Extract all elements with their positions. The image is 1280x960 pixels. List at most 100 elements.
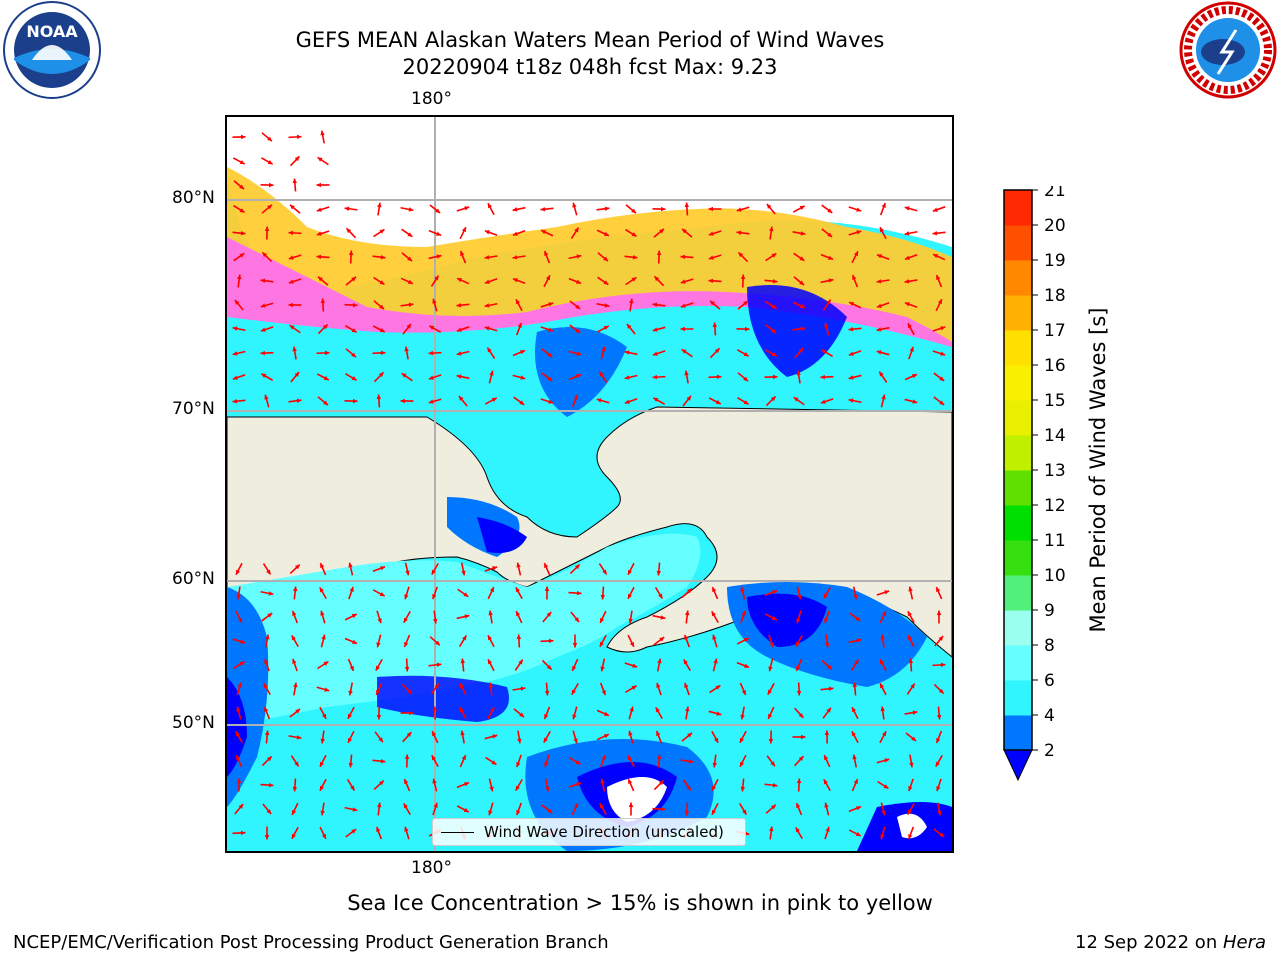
colorbar-tick-label: 11 — [1044, 531, 1066, 551]
wind-wave-arrowhead — [939, 376, 945, 381]
wind-wave-arrowhead — [379, 327, 385, 332]
wind-wave-arrowhead — [657, 658, 662, 664]
footer-host: Hera — [1222, 932, 1266, 953]
sea-ice-note: Sea Ice Concentration > 15% is shown in … — [347, 891, 933, 915]
wind-wave-arrowhead — [379, 280, 385, 285]
wind-wave-arrowhead — [740, 586, 745, 592]
wind-wave-arrowhead — [628, 730, 633, 736]
wind-wave-arrowhead — [825, 826, 830, 832]
wind-wave-arrowhead — [624, 375, 630, 380]
wind-wave-arrowhead — [461, 227, 466, 233]
wind-wave-arrowhead — [828, 278, 834, 283]
wind-wave-arrowhead — [600, 778, 605, 784]
wind-wave-arrowhead — [823, 593, 828, 599]
wind-wave-arrowhead — [541, 230, 547, 235]
wind-wave-arrowhead — [712, 587, 717, 593]
wind-wave-arrowhead — [848, 375, 854, 380]
wind-wave-arrowhead — [321, 634, 326, 640]
wind-wave-arrowhead — [292, 610, 297, 616]
wind-wave-arrowhead — [856, 207, 862, 212]
wind-wave-arrowhead — [652, 302, 658, 307]
wind-wave-arrowhead — [348, 250, 354, 256]
wind-wave-arrowhead — [351, 829, 357, 834]
wind-wave-arrowhead — [292, 586, 298, 592]
wind-wave-arrowhead — [376, 802, 382, 808]
colorbar-tick-label: 21 — [1044, 186, 1066, 201]
wind-wave-arrowhead — [457, 278, 463, 283]
wind-wave-arrowhead — [658, 780, 664, 786]
wind-wave-arrowhead — [682, 228, 687, 234]
wind-wave-arrowhead — [656, 250, 662, 256]
wind-wave-arrowhead — [935, 761, 940, 767]
wind-wave-arrowhead — [907, 323, 913, 329]
wind-wave-arrowhead — [348, 690, 353, 696]
wind-wave-arrowhead — [797, 594, 802, 600]
wind-wave-arrowhead — [352, 302, 358, 308]
wind-wave-arrowhead — [876, 279, 882, 284]
wind-wave-arrowhead — [288, 279, 294, 284]
wind-wave-arrowhead — [660, 615, 666, 620]
wind-wave-arrowhead — [574, 617, 580, 623]
wind-wave-arrowhead — [572, 665, 577, 671]
colorbar-segment — [1004, 610, 1032, 646]
wind-wave-arrowhead — [911, 736, 917, 742]
wind-wave-arrowhead — [714, 348, 720, 354]
wind-wave-arrowhead — [880, 227, 885, 233]
wind-wave-arrowhead — [821, 349, 827, 354]
wind-wave-arrowhead — [766, 203, 772, 209]
wind-wave-arrowhead — [600, 666, 605, 672]
wind-wave-arrowhead — [771, 351, 777, 357]
wind-wave-arrowhead — [684, 682, 689, 688]
wind-wave-arrowhead — [879, 371, 884, 377]
wind-wave-arrowhead — [908, 635, 913, 641]
wind-wave-arrowhead — [740, 786, 746, 792]
wind-wave-arrowhead — [288, 302, 293, 308]
wind-wave-arrowhead — [628, 569, 633, 575]
wind-wave-arrowhead — [876, 254, 882, 259]
wind-wave-arrowhead — [376, 714, 382, 720]
wind-wave-arrowhead — [515, 785, 520, 791]
colorbar-segment — [1004, 330, 1032, 366]
wind-wave-arrowhead — [376, 642, 381, 648]
wind-wave-arrowhead — [741, 689, 746, 695]
wind-wave-arrowhead — [708, 206, 713, 212]
wind-wave-arrowhead — [403, 617, 408, 623]
colorbar: 2 4 6 8 9 10 11 12 13 14 15 16 17 18 19 20 21 — [1000, 181, 1080, 786]
wind-wave-arrowhead — [933, 254, 939, 259]
colorbar-label: Mean Period of Wind Waves [s] — [1086, 307, 1110, 633]
wind-wave-arrowhead — [686, 785, 691, 791]
wind-wave-arrowhead — [827, 208, 833, 213]
wind-wave-arrowhead — [940, 351, 946, 356]
wind-wave-arrowhead — [488, 610, 493, 616]
wind-wave-arrowhead — [294, 564, 300, 570]
wind-wave-arrowhead — [658, 593, 663, 599]
national-weather-service-logo — [1178, 0, 1278, 100]
wind-wave-arrowhead — [708, 278, 714, 284]
wind-wave-arrowhead — [571, 689, 576, 695]
wind-wave-arrowhead — [516, 634, 522, 640]
wind-wave-arrowhead — [656, 570, 662, 576]
wind-wave-arrowhead — [316, 182, 321, 188]
colorbar-tick-label: 12 — [1044, 496, 1066, 516]
wind-wave-arrowhead — [685, 706, 690, 712]
wind-wave-arrowhead — [656, 682, 661, 688]
wind-wave-arrowhead — [937, 299, 942, 305]
wind-wave-arrowhead — [321, 713, 327, 719]
wind-wave-arrowhead — [627, 593, 633, 599]
wind-wave-arrowhead — [796, 690, 802, 696]
colorbar-tick-label: 15 — [1044, 391, 1066, 411]
wind-wave-arrowhead — [545, 275, 550, 281]
wind-wave-arrowhead — [739, 737, 745, 743]
wind-wave-arrowhead — [876, 350, 882, 355]
wind-wave-arrowhead — [629, 706, 634, 712]
wind-wave-arrowhead — [596, 398, 602, 403]
wind-wave-arrowhead — [932, 230, 938, 236]
wind-wave-arrowhead — [771, 615, 777, 621]
wind-wave-arrowhead — [378, 780, 384, 786]
wind-wave-arrowhead — [352, 639, 358, 644]
wind-wave-arrowhead — [796, 370, 801, 376]
wind-wave-arrowhead — [772, 782, 778, 788]
wind-wave-arrowhead — [544, 586, 550, 591]
wind-wave-arrowhead — [632, 254, 638, 260]
wind-wave-arrowhead — [294, 156, 300, 162]
